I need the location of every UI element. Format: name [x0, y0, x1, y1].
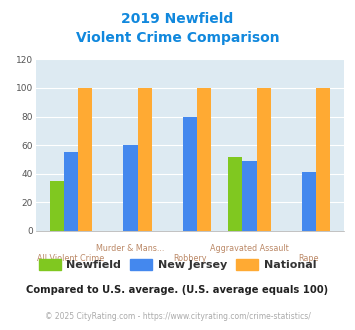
Text: Rape: Rape — [299, 254, 319, 263]
Text: Violent Crime Comparison: Violent Crime Comparison — [76, 31, 279, 45]
Text: Murder & Mans...: Murder & Mans... — [96, 244, 165, 253]
Bar — [123, 145, 138, 231]
Bar — [64, 152, 78, 231]
Bar — [242, 161, 257, 231]
Text: All Violent Crime: All Violent Crime — [37, 254, 105, 263]
Text: © 2025 CityRating.com - https://www.cityrating.com/crime-statistics/: © 2025 CityRating.com - https://www.city… — [45, 312, 310, 321]
Text: Aggravated Assault: Aggravated Assault — [210, 244, 289, 253]
Bar — [316, 88, 330, 231]
Bar — [197, 88, 211, 231]
Bar — [78, 88, 92, 231]
Legend: Newfield, New Jersey, National: Newfield, New Jersey, National — [34, 255, 321, 275]
Bar — [50, 181, 64, 231]
Bar — [138, 88, 152, 231]
Bar — [228, 157, 242, 231]
Text: Robbery: Robbery — [173, 254, 207, 263]
Text: Compared to U.S. average. (U.S. average equals 100): Compared to U.S. average. (U.S. average … — [26, 285, 329, 295]
Bar — [302, 172, 316, 231]
Bar — [257, 88, 271, 231]
Text: 2019 Newfield: 2019 Newfield — [121, 12, 234, 25]
Bar — [183, 116, 197, 231]
